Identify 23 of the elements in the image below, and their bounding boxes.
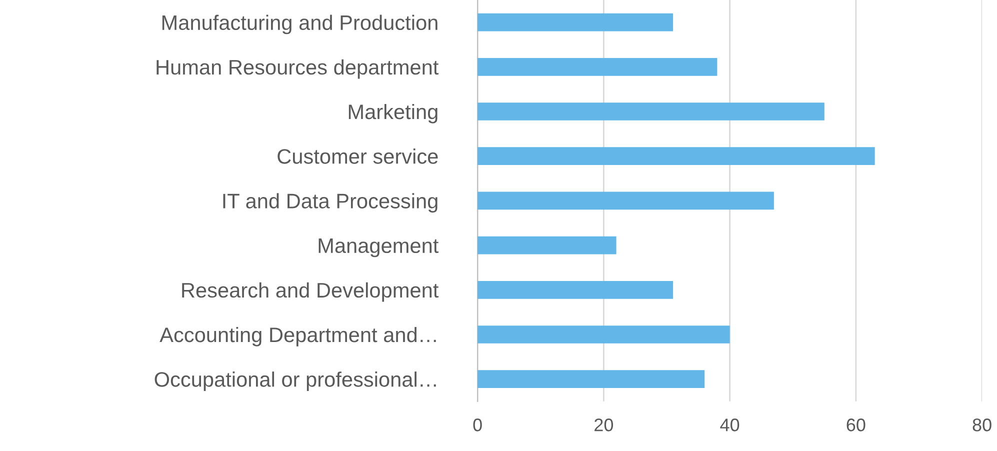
bar — [478, 326, 730, 344]
y-tick-label: Research and Development — [182, 282, 439, 302]
y-tick-label: IT and Data Processing — [223, 193, 438, 213]
y-tick-label: Management — [318, 238, 439, 258]
bar — [478, 280, 674, 299]
y-tick-label: Accounting Department and… — [160, 326, 436, 346]
x-tick-label: 0 — [473, 418, 482, 432]
y-tick-label: Customer service — [278, 148, 438, 164]
x-tick-label: 80 — [972, 418, 992, 432]
bar — [478, 58, 718, 76]
bar — [478, 102, 824, 120]
x-tick-label: 60 — [846, 418, 866, 432]
y-tick-label: Occupational or professional… — [154, 372, 436, 391]
x-tick-label: 20 — [594, 418, 614, 432]
y-tick-label: Manufacturing and Production — [162, 14, 438, 34]
bar — [478, 147, 875, 166]
bar — [478, 370, 705, 388]
bar — [478, 236, 616, 254]
x-tick-label: 40 — [720, 418, 740, 432]
y-tick-label: Marketing — [348, 104, 438, 124]
y-tick-label: Human Resources department — [156, 59, 439, 79]
bar — [478, 192, 774, 210]
bar — [478, 13, 674, 32]
